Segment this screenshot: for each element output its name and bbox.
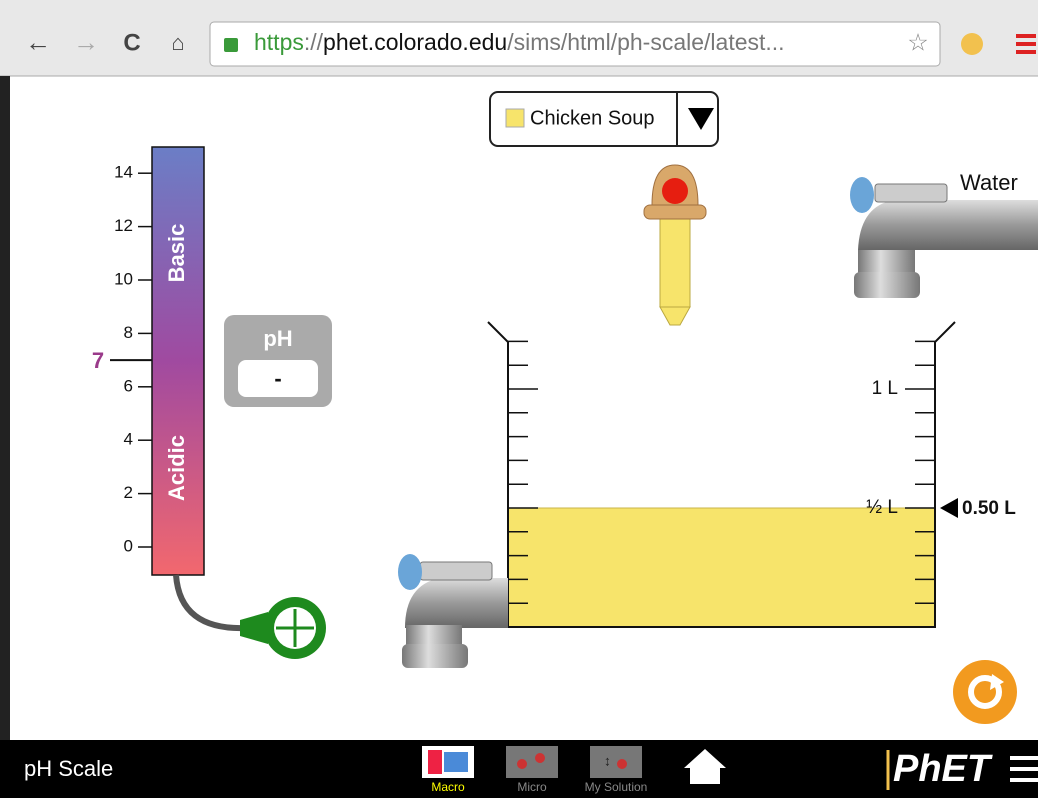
basic-label: Basic	[164, 224, 189, 283]
extension-icon[interactable]	[961, 33, 983, 55]
tab-label: Macro	[431, 780, 465, 794]
ph-tick-label: 14	[114, 163, 133, 182]
beaker	[487, 321, 956, 628]
probe-cable	[173, 574, 246, 632]
acidic-label: Acidic	[164, 435, 189, 501]
dropper[interactable]	[643, 164, 707, 326]
ph-tick-label: 8	[124, 323, 133, 342]
menu-icon[interactable]	[1016, 34, 1036, 54]
drain-faucet[interactable]	[398, 554, 508, 668]
url-scheme: https	[254, 29, 304, 55]
url-path: /sims/html/ph-scale/latest...	[507, 29, 784, 55]
volume-readout: 0.50 L	[962, 498, 1016, 519]
solution	[508, 508, 935, 627]
address-bar[interactable]	[209, 21, 941, 67]
ph-probe[interactable]	[240, 597, 326, 659]
ph-tick-label: 10	[114, 269, 133, 288]
dropdown-arrow[interactable]	[688, 108, 714, 130]
home-screen-button[interactable]	[684, 749, 726, 784]
ph-readout-box	[238, 360, 318, 397]
tab-label: My Solution	[585, 780, 648, 794]
ph-tick-label: 0	[124, 536, 133, 555]
ph-tick-label: 6	[124, 376, 133, 395]
svg-text:↕: ↕	[604, 753, 611, 769]
back-button[interactable]: ←	[25, 27, 51, 57]
solute-swatch	[505, 108, 525, 128]
url-sep: ://	[304, 29, 324, 55]
ph-tick-label: 2	[124, 483, 133, 502]
left-border	[0, 76, 10, 740]
reload-button[interactable]: C	[123, 29, 140, 56]
sim-title: pH Scale	[24, 756, 113, 781]
phet-logo[interactable]: PhET	[893, 748, 993, 790]
solute-name: Chicken Soup	[530, 107, 655, 129]
bookmark-star[interactable]: ☆	[907, 29, 929, 56]
my-solution-tab[interactable]	[590, 746, 642, 778]
volume-indicator	[940, 498, 958, 518]
url-host: phet.colorado.edu	[323, 29, 507, 55]
lock-icon	[224, 38, 238, 52]
phet-menu[interactable]	[1010, 756, 1038, 782]
reset-button[interactable]	[953, 660, 1017, 724]
water-label: Water	[960, 170, 1018, 195]
volume-mark: ½ L	[866, 497, 898, 518]
micro-tab[interactable]	[506, 746, 558, 778]
url: https://phet.colorado.edu/sims/html/ph-s…	[254, 29, 785, 55]
ph-meter-label: pH	[263, 326, 292, 351]
ph-tick-label: 4	[124, 430, 133, 449]
neutral-label: 7	[92, 348, 104, 373]
ph-scale	[151, 146, 205, 576]
ph-tick-label: 12	[114, 216, 133, 235]
water-faucet[interactable]	[850, 177, 1038, 298]
volume-mark: 1 L	[872, 378, 898, 399]
solute-dropdown[interactable]	[489, 91, 719, 147]
ph-readout: -	[274, 366, 281, 391]
home-button[interactable]: ⌂	[171, 30, 184, 55]
forward-button[interactable]: →	[73, 27, 99, 57]
tab-label: Micro	[517, 780, 547, 794]
